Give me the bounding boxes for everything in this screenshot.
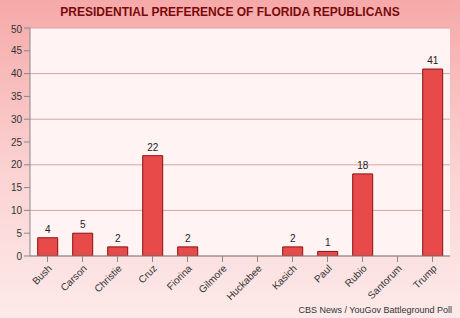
svg-text:Christie: Christie	[92, 262, 124, 294]
svg-text:45: 45	[11, 45, 23, 56]
svg-text:35: 35	[11, 91, 23, 102]
html-text:PRESIDENTIAL PREFERENCE OF FLO: PRESIDENTIAL PREFERENCE OF FLORIDA REPUB…	[60, 5, 400, 19]
svg-text:18: 18	[357, 160, 369, 171]
svg-text:2: 2	[290, 233, 296, 244]
svg-text:Cruz: Cruz	[136, 263, 159, 286]
svg-text:10: 10	[11, 205, 23, 216]
svg-text:Fiorina: Fiorina	[165, 262, 195, 292]
svg-text:1: 1	[325, 237, 331, 248]
svg-text:25: 25	[11, 137, 23, 148]
svg-text:30: 30	[11, 114, 23, 125]
svg-text:Paul: Paul	[312, 263, 334, 285]
svg-text:Huckabee: Huckabee	[224, 262, 264, 302]
svg-text:4: 4	[45, 224, 51, 235]
svg-text:2: 2	[185, 233, 191, 244]
svg-text:22: 22	[147, 142, 159, 153]
svg-text:Bush: Bush	[30, 263, 54, 287]
svg-text:Carson: Carson	[58, 263, 89, 294]
svg-text:41: 41	[427, 55, 439, 66]
svg-text:50: 50	[11, 24, 23, 35]
svg-text:5: 5	[80, 219, 86, 230]
svg-text:Gilmore: Gilmore	[196, 262, 229, 295]
svg-text:5: 5	[16, 228, 22, 239]
svg-text:0: 0	[16, 251, 22, 262]
svg-text:15: 15	[11, 182, 23, 193]
html-text:CBS News / YouGov Battleground: CBS News / YouGov Battleground Poll	[298, 305, 452, 315]
svg-text:Trump: Trump	[411, 262, 439, 290]
svg-text:2: 2	[115, 233, 121, 244]
svg-text:Kasich: Kasich	[270, 263, 299, 292]
svg-text:40: 40	[11, 68, 23, 79]
svg-text:Santorum: Santorum	[365, 263, 403, 301]
svg-text:Rubio: Rubio	[343, 262, 370, 289]
svg-text:20: 20	[11, 159, 23, 170]
